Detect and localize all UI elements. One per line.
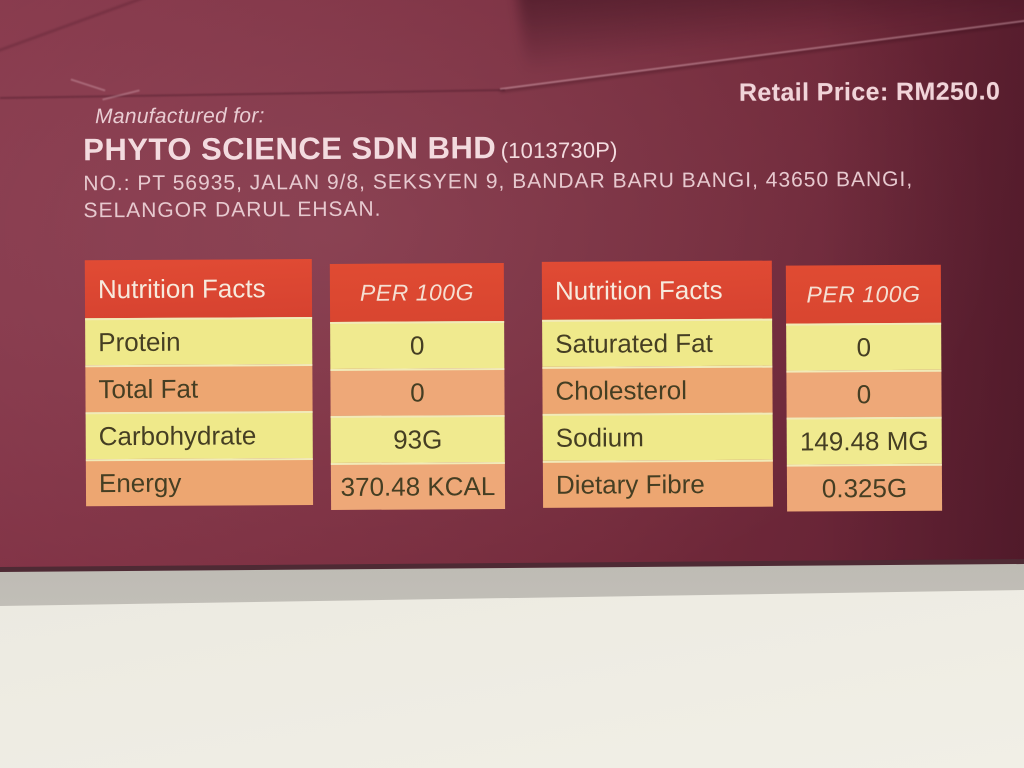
nutrition-table-1-values-column: PER 100G 0 0 93G 370.48 KCAL — [329, 263, 506, 510]
nutrition-table-1: Nutrition Facts Protein Total Fat Carboh… — [84, 258, 506, 511]
nutrient-value: 0 — [786, 322, 942, 371]
nutrient-value: 370.48 KCAL — [330, 462, 506, 510]
per-100g-header: PER 100G — [329, 263, 505, 322]
nutrition-table-2: Nutrition Facts Saturated Fat Cholestero… — [541, 260, 943, 513]
company-name: PHYTO SCIENCE SDN BHD — [83, 130, 497, 168]
nutrition-table-1-labels-column: Nutrition Facts Protein Total Fat Carboh… — [84, 259, 314, 511]
nutrition-facts-header: Nutrition Facts — [84, 259, 313, 319]
nutrient-value: 0 — [330, 368, 505, 416]
nutrition-facts-header: Nutrition Facts — [541, 260, 773, 320]
nutrient-label: Cholesterol — [542, 365, 773, 414]
company-line: PHYTO SCIENCE SDN BHD (1013730P) — [83, 129, 618, 168]
retail-price-text: Retail Price: RM250.0 — [738, 77, 1001, 107]
nutrient-label: Protein — [85, 317, 313, 366]
nutrient-label: Saturated Fat — [542, 318, 773, 367]
nutrient-value: 149.48 MG — [786, 416, 942, 465]
company-registration-number: (1013730P) — [500, 137, 618, 164]
nutrient-label: Carbohydrate — [85, 411, 313, 460]
nutrient-value: 0 — [330, 321, 505, 369]
nutrient-value: 0.325G — [786, 463, 943, 512]
nutrient-label: Sodium — [542, 412, 773, 461]
nutrient-label: Energy — [85, 458, 314, 507]
nutrient-value: 0 — [786, 369, 942, 418]
nutrition-table-2-labels-column: Nutrition Facts Saturated Fat Cholestero… — [541, 260, 774, 513]
address-line-2: SELANGOR DARUL EHSAN. — [83, 197, 382, 223]
nutrition-table-2-values-column: PER 100G 0 0 149.48 MG 0.325G — [785, 264, 943, 512]
per-100g-header: PER 100G — [785, 264, 942, 324]
nutrient-label: Total Fat — [85, 364, 313, 413]
address-line-1: NO.: PT 56935, JALAN 9/8, SEKSYEN 9, BAN… — [83, 167, 914, 196]
nutrient-value: 93G — [330, 415, 505, 463]
manufactured-for-label: Manufactured for: — [94, 104, 265, 129]
nutrient-label: Dietary Fibre — [542, 459, 774, 508]
